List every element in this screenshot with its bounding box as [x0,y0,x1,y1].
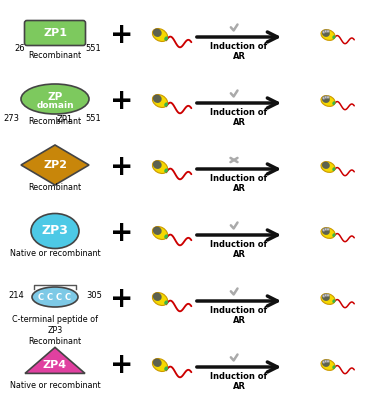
Text: 551: 551 [85,114,101,123]
Text: ZP1: ZP1 [57,115,73,124]
Circle shape [325,228,327,230]
Ellipse shape [321,96,335,106]
Circle shape [322,361,325,363]
Ellipse shape [32,287,78,307]
Circle shape [322,31,325,33]
Ellipse shape [21,84,89,114]
Text: +: + [110,285,134,313]
Circle shape [327,360,329,362]
Ellipse shape [152,94,168,108]
Ellipse shape [322,294,330,301]
Text: C-terminal peptide of
ZP3
Recombinant: C-terminal peptide of ZP3 Recombinant [12,315,98,346]
Circle shape [327,30,329,32]
Text: Native or recombinant: Native or recombinant [10,249,100,258]
Text: Recombinant: Recombinant [29,183,82,192]
Ellipse shape [153,160,162,169]
Ellipse shape [332,299,335,303]
Text: +: + [110,351,134,379]
Text: ZP1: ZP1 [43,28,67,38]
Circle shape [325,360,327,362]
Ellipse shape [321,360,335,370]
Ellipse shape [332,35,335,39]
Text: Induction of
AR: Induction of AR [210,42,268,61]
Ellipse shape [322,30,330,37]
Ellipse shape [332,233,335,237]
Text: 273: 273 [3,114,19,123]
Ellipse shape [164,366,168,371]
Text: Recombinant: Recombinant [29,51,82,60]
Ellipse shape [164,300,168,305]
Ellipse shape [322,162,330,169]
Ellipse shape [153,28,162,37]
Text: ZP2: ZP2 [43,160,67,170]
Circle shape [322,97,325,99]
Ellipse shape [322,96,330,103]
Ellipse shape [164,102,168,107]
Ellipse shape [152,226,168,240]
Ellipse shape [153,358,162,367]
Text: Induction of
AR: Induction of AR [210,372,268,391]
Ellipse shape [164,168,168,173]
Circle shape [327,294,329,296]
Ellipse shape [153,292,162,301]
Ellipse shape [164,36,168,41]
Text: C C C C: C C C C [38,292,72,302]
Ellipse shape [322,360,330,367]
Circle shape [327,96,329,98]
Ellipse shape [152,292,168,306]
Ellipse shape [152,160,168,174]
Text: 305: 305 [86,292,102,300]
Text: ZP: ZP [47,92,63,102]
FancyBboxPatch shape [25,20,86,46]
Ellipse shape [321,162,335,172]
Text: Induction of
AR: Induction of AR [210,174,268,194]
Text: +: + [110,219,134,247]
Text: Recombinant: Recombinant [29,117,82,126]
Ellipse shape [152,28,168,42]
Ellipse shape [332,365,335,369]
Text: Induction of
AR: Induction of AR [210,108,268,127]
Text: ZP4: ZP4 [43,360,67,370]
Circle shape [327,228,329,230]
Text: 551: 551 [85,44,101,53]
Circle shape [322,295,325,297]
Ellipse shape [321,294,335,304]
Text: domain: domain [36,100,74,110]
Circle shape [325,30,327,32]
Circle shape [322,229,325,231]
Text: ZP3: ZP3 [42,224,68,238]
Ellipse shape [332,101,335,105]
Ellipse shape [152,358,168,372]
Circle shape [325,96,327,98]
Text: Induction of
AR: Induction of AR [210,240,268,260]
Ellipse shape [164,234,168,239]
Ellipse shape [31,214,79,248]
Circle shape [325,294,327,296]
Text: 26: 26 [14,44,25,53]
Polygon shape [25,347,85,374]
Ellipse shape [322,228,330,235]
Polygon shape [21,145,89,185]
Ellipse shape [321,228,335,238]
Text: 214: 214 [8,292,24,300]
Text: +: + [110,87,134,115]
Text: +: + [110,21,134,49]
Ellipse shape [321,30,335,40]
Text: +: + [110,153,134,181]
Text: Native or recombinant: Native or recombinant [10,381,100,390]
Text: Induction of
AR: Induction of AR [210,306,268,326]
Ellipse shape [332,167,335,171]
Ellipse shape [153,94,162,103]
Ellipse shape [153,226,162,235]
